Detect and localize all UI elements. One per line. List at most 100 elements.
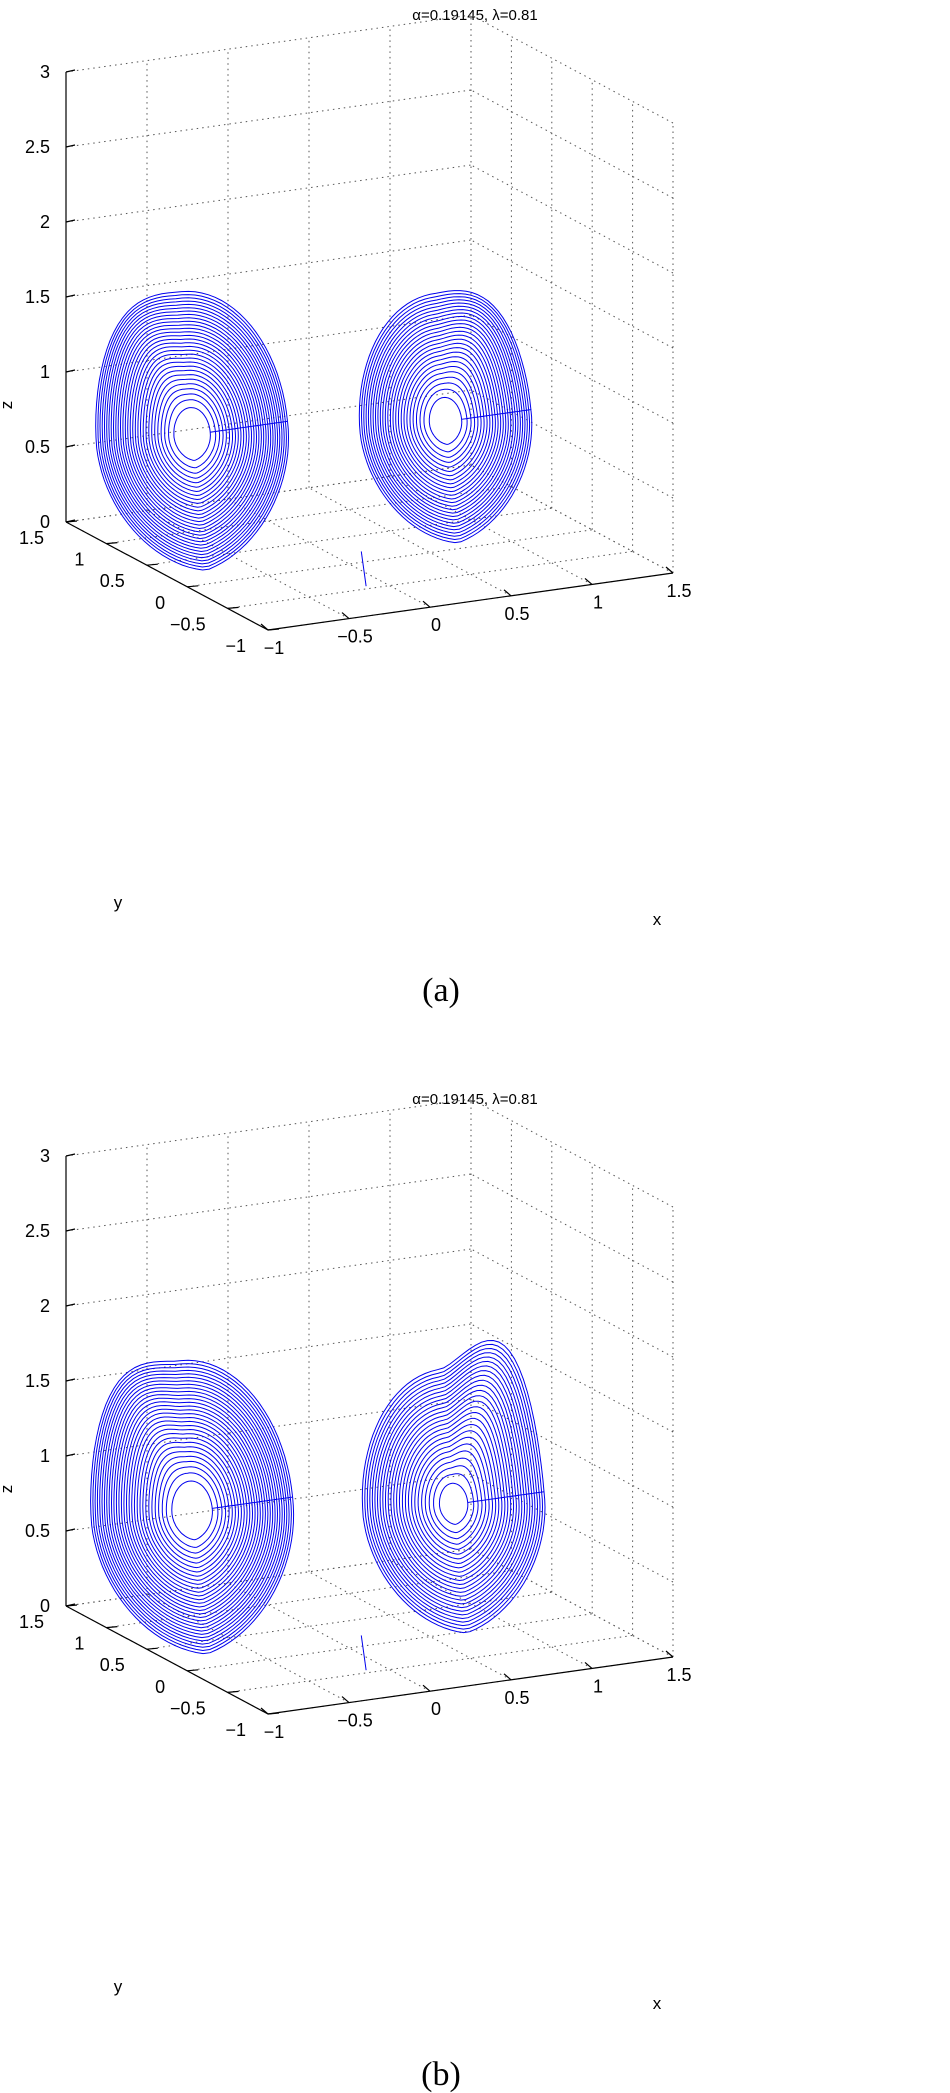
grid-line	[65, 164, 472, 223]
y-tick-label: 0.5	[100, 571, 125, 591]
z-tick-mark	[65, 1528, 76, 1532]
x-ticks: −1 −0.5 0 0.5 1 1.5	[260, 566, 692, 658]
grid-line	[146, 1591, 552, 1650]
x-axis	[267, 1656, 674, 1715]
x-tick-label: 0	[431, 615, 441, 635]
grid-line	[470, 89, 674, 199]
y-tick-mark	[187, 1669, 199, 1672]
y-tick-mark	[65, 1604, 78, 1607]
y-tick-mark	[187, 585, 199, 588]
grid-line	[470, 1248, 674, 1358]
chart-title: α=0.19145, λ=0.81	[412, 7, 537, 24]
z-tick-mark	[65, 1228, 76, 1232]
grid-line	[308, 487, 512, 597]
x-axis	[267, 572, 674, 631]
panel-a: α=0.19145, λ=0.81 00.511.522.53 −1 −0.5 0 0…	[0, 7, 692, 1009]
axes	[65, 72, 674, 631]
x-tick-label: −0.5	[337, 1711, 373, 1731]
x-tick-label: 0.5	[504, 1688, 529, 1708]
grid-line	[470, 164, 674, 274]
z-tick-label: 3	[40, 62, 50, 82]
y-ticks: −1 −0.50 0.5 1 1.5	[19, 1604, 280, 1740]
trajectory-right-wing	[361, 1339, 546, 1634]
x-tick-label: 1	[593, 592, 603, 612]
grid-line	[227, 1582, 431, 1692]
x-tick-label: 1.5	[666, 1665, 691, 1685]
y-tick-mark	[267, 1712, 280, 1715]
grid-line	[65, 389, 472, 448]
z-ticks: 0 0.5 1 1.5 2 2.5 3	[25, 1146, 76, 1616]
y-tick-mark	[106, 1626, 118, 1629]
z-tick-label: 3	[40, 1146, 50, 1166]
trajectory-right-wing	[358, 290, 533, 544]
z-tick-mark	[65, 219, 76, 223]
x-tick-label: −0.5	[337, 627, 373, 647]
grid-line	[470, 1098, 674, 1208]
z-tick-mark	[65, 1378, 76, 1382]
y-tick-label: 1	[74, 550, 84, 570]
grid-line	[65, 1173, 472, 1232]
z-tick-label: 0	[40, 512, 50, 532]
panel-b: α=0.19145, λ=0.81 00.511.522.53 −1−0.500…	[0, 1091, 692, 2093]
z-tick-mark	[65, 144, 76, 148]
z-tick-mark	[65, 369, 76, 373]
grid-line	[106, 1570, 512, 1629]
grid-line	[470, 314, 674, 424]
x-tick-mark	[584, 1661, 593, 1669]
x-tick-mark	[665, 1650, 674, 1658]
grid-line	[470, 239, 674, 349]
z-axis-label: z	[0, 1485, 16, 1494]
grid-line	[65, 239, 472, 298]
y-axis-label: y	[114, 893, 123, 912]
panel-caption: (a)	[422, 972, 460, 1009]
trajectory-left-wing	[90, 1359, 295, 1655]
grid-line	[146, 507, 552, 566]
z-tick-label: 0	[40, 1596, 50, 1616]
trajectory-tail	[360, 1635, 367, 1671]
z-tick-label: 2	[40, 1296, 50, 1316]
x-tick-label: 1	[593, 1676, 603, 1696]
z-tick-mark	[65, 294, 76, 298]
x-tick-label: −1	[264, 638, 285, 658]
grid-line	[227, 1634, 633, 1693]
trajectory-tail	[360, 551, 367, 587]
y-tick-label: 1.5	[19, 528, 44, 548]
grid-line	[470, 14, 674, 124]
axes	[65, 1156, 674, 1715]
y-tick-mark	[106, 542, 118, 545]
x-tick-label: 0	[431, 1699, 441, 1719]
grid-line	[65, 14, 472, 73]
z-tick-label: 2.5	[25, 1221, 50, 1241]
z-ticks: 0 0.5 1 1.5 2 2.5 3	[25, 62, 76, 532]
grid-line	[65, 89, 472, 148]
x-axis-label: x	[653, 1994, 662, 2013]
grid-line	[227, 498, 431, 608]
z-tick-mark	[65, 444, 76, 448]
z-axis-label: z	[0, 401, 16, 410]
y-axis	[65, 521, 269, 631]
y-tick-label: 1.5	[19, 1612, 44, 1632]
grid-line	[65, 1473, 472, 1532]
y-ticks: −1 −0.50 0.5 1 1.5	[19, 520, 280, 656]
x-tick-mark	[341, 1696, 350, 1704]
trajectory	[95, 290, 533, 587]
grid-line	[470, 464, 674, 574]
z-tick-mark	[65, 1153, 76, 1157]
y-tick-label: 1	[74, 1634, 84, 1654]
x-tick-mark	[665, 566, 674, 574]
grid-line	[227, 550, 633, 609]
x-tick-mark	[584, 577, 593, 585]
x-tick-mark	[503, 589, 512, 597]
y-axis	[65, 1605, 269, 1715]
y-tick-label: −1	[225, 1720, 246, 1740]
grid-line	[187, 1613, 593, 1672]
y-tick-mark	[146, 1647, 158, 1650]
z-tick-label: 1	[40, 362, 50, 382]
y-tick-label: −0.5	[170, 614, 206, 634]
z-tick-label: 1.5	[25, 1371, 50, 1391]
grid-line	[65, 1323, 472, 1382]
grid-line	[65, 314, 472, 373]
x-tick-label: 1.5	[666, 581, 691, 601]
x-tick-mark	[260, 1707, 269, 1715]
